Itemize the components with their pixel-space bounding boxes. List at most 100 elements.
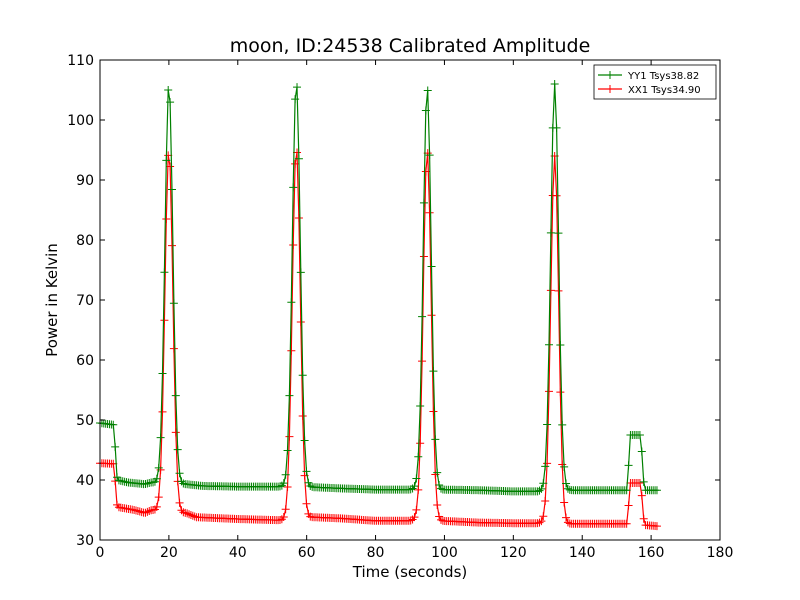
data-point-marker	[546, 286, 555, 295]
data-point-marker	[169, 299, 178, 308]
data-point-marker	[406, 516, 415, 525]
data-point-marker	[162, 215, 171, 224]
data-point-marker	[294, 154, 303, 163]
data-point-marker	[418, 312, 427, 321]
data-point-marker	[160, 268, 169, 277]
data-point-marker	[427, 311, 436, 320]
data-point-marker	[418, 357, 427, 366]
data-point-marker	[433, 468, 442, 477]
series-layer	[96, 80, 661, 531]
data-point-marker	[550, 80, 559, 88]
data-point-marker	[164, 85, 173, 94]
data-point-marker	[283, 482, 292, 491]
data-point-marker	[554, 229, 563, 238]
data-point-marker	[425, 208, 434, 217]
legend-label: XX1 Tsys34.90	[628, 85, 701, 96]
data-point-marker	[639, 514, 648, 523]
data-point-marker	[637, 491, 646, 500]
data-point-marker	[154, 463, 163, 472]
data-point-marker	[622, 486, 631, 495]
data-point-marker	[537, 517, 546, 526]
data-point-marker	[546, 228, 555, 237]
data-point-marker	[412, 505, 421, 514]
data-point-marker	[429, 407, 438, 416]
data-point-marker	[416, 439, 425, 448]
data-point-marker	[141, 508, 150, 517]
legend-marker	[606, 85, 614, 93]
data-point-marker	[152, 502, 161, 511]
data-point-marker	[421, 106, 430, 115]
x-tick-label: 180	[707, 545, 734, 561]
x-tick-label: 40	[229, 545, 247, 561]
data-point-marker	[429, 367, 438, 376]
data-point-marker	[431, 435, 440, 444]
data-point-marker	[560, 498, 569, 507]
data-point-marker	[637, 447, 646, 456]
data-point-marker	[414, 485, 423, 494]
data-point-marker	[285, 432, 294, 441]
data-point-marker	[145, 479, 154, 488]
data-point-marker	[421, 167, 430, 176]
data-point-marker	[283, 446, 292, 455]
data-point-marker	[173, 445, 182, 454]
data-point-marker	[414, 452, 423, 461]
plot-area	[96, 59, 721, 541]
y-tick-label: 90	[76, 173, 94, 189]
data-point-marker	[306, 482, 315, 491]
x-axis-label: Time (seconds)	[352, 563, 468, 581]
data-point-marker	[624, 461, 633, 470]
data-point-marker	[410, 513, 419, 522]
data-point-marker	[175, 469, 184, 478]
data-point-marker	[302, 499, 311, 508]
x-tick-label: 20	[160, 545, 178, 561]
data-point-marker	[437, 484, 445, 493]
data-point-marker	[562, 513, 571, 522]
data-point-marker	[281, 470, 290, 479]
data-point-marker	[419, 198, 428, 207]
data-point-marker	[109, 420, 118, 429]
data-point-marker	[289, 241, 298, 250]
data-point-marker	[437, 515, 445, 524]
data-point-marker	[539, 512, 548, 521]
data-point-marker	[181, 508, 190, 517]
data-point-marker	[171, 391, 180, 400]
x-tick-label: 80	[367, 545, 385, 561]
data-point-marker	[427, 262, 436, 271]
data-point-marker	[533, 519, 542, 528]
data-point-marker	[160, 316, 169, 325]
data-point-marker	[562, 479, 571, 488]
data-point-marker	[183, 509, 192, 518]
data-point-marker	[296, 317, 305, 326]
data-point-marker	[406, 485, 415, 494]
data-point-marker	[435, 480, 444, 489]
data-point-marker	[563, 518, 572, 527]
data-point-marker	[135, 507, 144, 516]
data-point-marker	[425, 151, 434, 160]
data-point-marker	[302, 467, 311, 476]
data-point-marker	[558, 420, 567, 429]
y-tick-label: 50	[76, 413, 94, 429]
data-point-marker	[552, 191, 561, 200]
x-tick-label: 120	[500, 545, 527, 561]
data-point-marker	[293, 83, 302, 92]
data-point-marker	[291, 159, 300, 168]
data-point-marker	[169, 344, 178, 353]
data-point-marker	[624, 501, 633, 510]
data-point-marker	[306, 512, 315, 521]
series-XX1	[96, 148, 661, 531]
data-point-marker	[166, 162, 175, 171]
y-axis-label: Power in Kelvin	[43, 243, 61, 357]
y-tick-label: 30	[76, 533, 94, 549]
x-tick-label: 160	[638, 545, 665, 561]
y-tick-label: 60	[76, 353, 94, 369]
data-point-marker	[419, 252, 428, 261]
data-point-marker	[554, 286, 563, 295]
data-point-marker	[179, 508, 188, 517]
data-point-marker	[652, 522, 661, 531]
data-point-marker	[158, 369, 167, 378]
y-tick-label: 100	[67, 113, 94, 129]
data-point-marker	[289, 183, 298, 192]
data-point-marker	[537, 484, 546, 493]
chart-title: moon, ID:24538 Calibrated Amplitude	[230, 35, 591, 57]
